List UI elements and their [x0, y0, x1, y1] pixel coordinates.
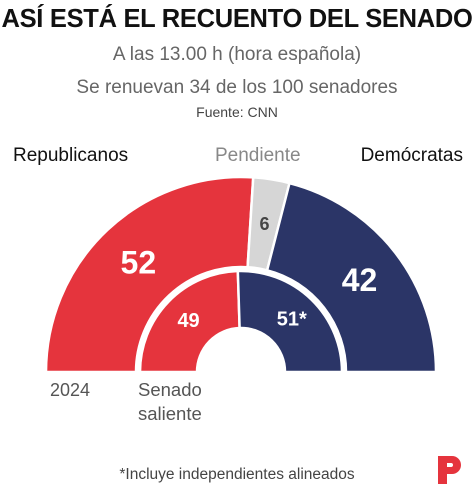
footnote: *Incluye independientes alineados [119, 466, 355, 483]
ring0-label-republicanos: 52 [121, 245, 157, 281]
ring0-label-pendiente: 6 [259, 214, 269, 234]
inner-ring-label-line2: saliente [138, 403, 202, 424]
legend-republicans: Republicanos [13, 145, 129, 166]
ring0-segment-republicanos [44, 175, 255, 374]
p-logo-icon [438, 456, 461, 484]
source-note: Fuente: CNN [196, 104, 278, 120]
legend-democrats: Demócratas [360, 145, 463, 166]
subtitle-renewal: Se renuevan 34 de los 100 senadores [76, 77, 398, 98]
ring1-label-democratas: 51* [277, 309, 307, 331]
subtitle-time: A las 13.00 h (hora española) [112, 44, 362, 65]
inner-ring-label-line1: Senado [138, 379, 202, 400]
ring0-label-democratas: 42 [342, 262, 378, 298]
ring1-segment-democratas [236, 269, 344, 374]
legend-pending: Pendiente [215, 145, 301, 166]
outer-ring-label: 2024 [50, 380, 91, 400]
ring1-label-republicanos: 49 [177, 310, 199, 332]
ring1-segment-republicanos [138, 269, 241, 374]
inner-ring-label: Senado saliente [138, 378, 202, 426]
ring0-segment-democratas [265, 181, 438, 374]
chart-title: ASÍ ESTÁ EL RECUENTO DEL SENADO [1, 5, 473, 33]
